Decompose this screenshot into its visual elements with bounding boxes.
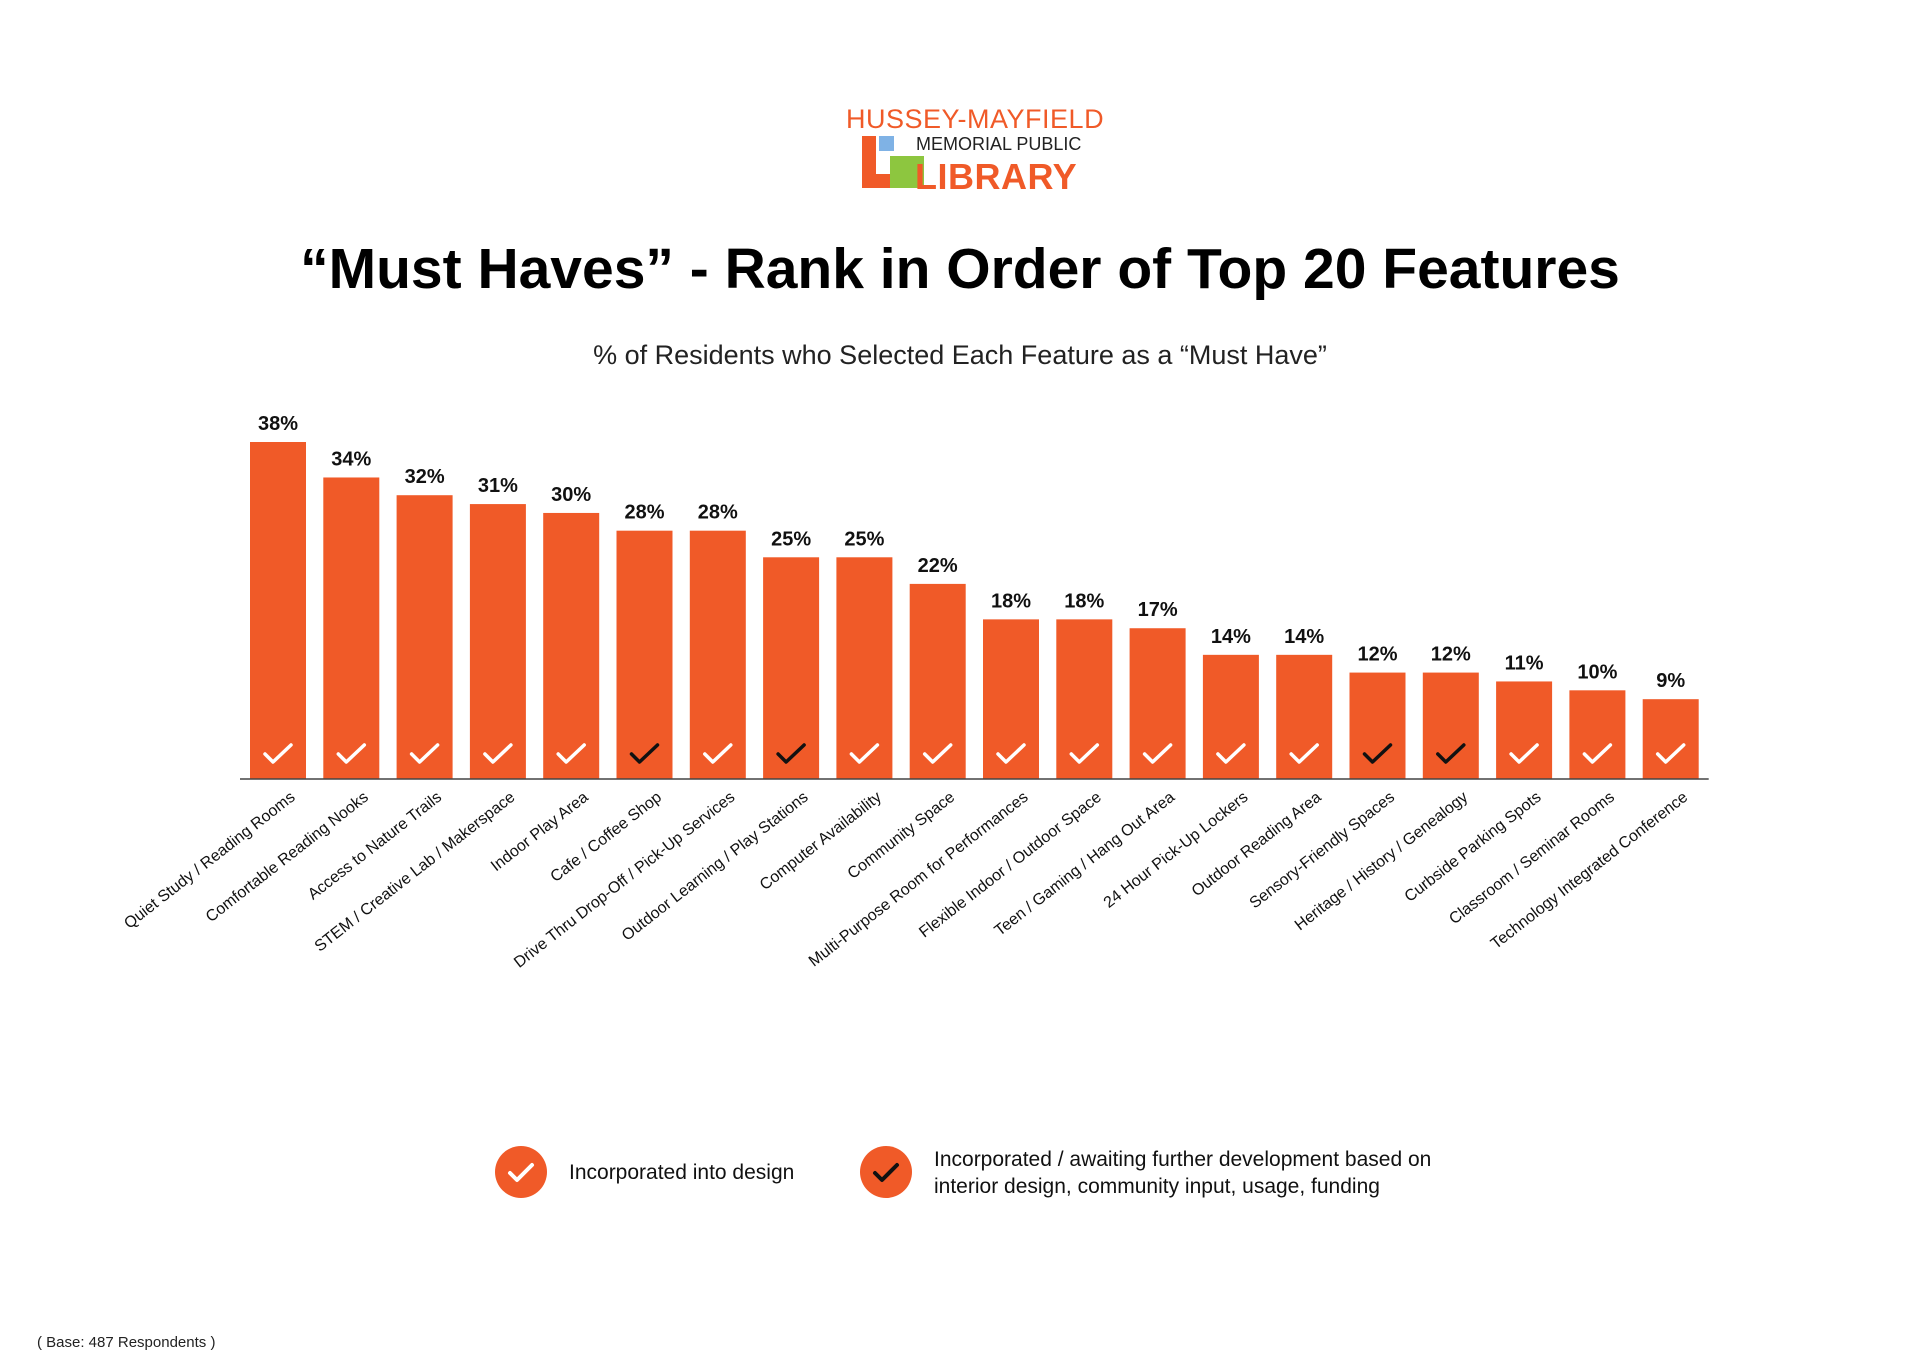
bar-5 xyxy=(543,512,600,779)
data-label-18: 11% xyxy=(1505,652,1544,674)
library-logo: HUSSEY-MAYFIELD MEMORIAL PUBLIC LIBRARY xyxy=(846,104,1104,197)
data-label-13: 17% xyxy=(1138,599,1178,621)
data-label-14: 14% xyxy=(1211,626,1251,648)
white-check-icon xyxy=(1142,743,1173,764)
white-check-icon xyxy=(922,743,953,764)
data-label-20: 9% xyxy=(1656,670,1685,692)
data-label-9: 25% xyxy=(844,528,884,550)
data-label-4: 31% xyxy=(478,475,518,497)
legend-label-incorporated: Incorporated into design xyxy=(569,1161,795,1184)
category-label-3: Access to Nature Trails xyxy=(305,789,445,904)
legend-item-incorporated: Incorporated into design xyxy=(495,1146,794,1198)
data-label-1: 38% xyxy=(258,413,298,435)
bar-3 xyxy=(396,495,453,779)
data-label-11: 18% xyxy=(991,590,1031,612)
white-check-icon xyxy=(849,743,880,764)
white-check-icon xyxy=(996,743,1026,764)
bar-15 xyxy=(1276,654,1333,779)
chart-title: “Must Haves” - Rank in Order of Top 20 F… xyxy=(300,237,1620,301)
logo-mark-blue-square xyxy=(879,136,894,151)
legend-label-awaiting-line-2: interior design, community input, usage,… xyxy=(934,1175,1380,1198)
category-label-14: 24 Hour Pick-Up Lockers xyxy=(1101,789,1252,912)
black-check-icon xyxy=(1362,743,1393,764)
white-check-icon xyxy=(483,743,513,764)
data-label-10: 22% xyxy=(918,555,958,577)
white-check-icon xyxy=(409,743,440,764)
black-check-icon xyxy=(1436,743,1466,764)
base-footnote: ( Base: 487 Respondents ) xyxy=(37,1334,216,1351)
category-label-15: Outdoor Reading Area xyxy=(1189,789,1325,900)
black-check-icon xyxy=(776,743,806,764)
logo-line-2: MEMORIAL PUBLIC xyxy=(916,134,1082,154)
black-check-icon xyxy=(629,743,660,764)
bar-4 xyxy=(469,504,526,779)
white-check-icon xyxy=(1069,743,1100,764)
logo-mark-green-square xyxy=(890,156,924,188)
white-check-icon xyxy=(1289,743,1319,764)
white-check-icon xyxy=(556,743,586,764)
legend-label-awaiting-line-1: Incorporated / awaiting further developm… xyxy=(934,1148,1432,1171)
logo-line-3: LIBRARY xyxy=(915,156,1078,197)
bar-10 xyxy=(909,583,966,779)
data-label-16: 12% xyxy=(1357,644,1397,666)
black-check-icon xyxy=(860,1146,912,1198)
bar-12 xyxy=(1056,619,1113,779)
bar-13 xyxy=(1129,628,1186,779)
white-check-icon xyxy=(336,743,367,764)
legend-label-awaiting: Incorporated / awaiting further developm… xyxy=(934,1146,1431,1200)
logo-line-1: HUSSEY-MAYFIELD xyxy=(846,104,1105,134)
logo-mark-orange-base xyxy=(876,174,890,188)
bar-19 xyxy=(1569,690,1626,779)
data-label-8: 25% xyxy=(771,528,811,550)
chart-subtitle: % of Residents who Selected Each Feature… xyxy=(593,340,1327,370)
white-check-icon xyxy=(1582,743,1613,764)
data-label-12: 18% xyxy=(1064,590,1104,612)
white-check-icon xyxy=(263,743,293,764)
bar-17 xyxy=(1422,672,1479,779)
category-label-18: Curbside Parking Spots xyxy=(1402,789,1545,906)
bar-8 xyxy=(763,557,820,779)
data-label-2: 34% xyxy=(331,448,371,470)
bar-1 xyxy=(250,442,306,779)
data-label-7: 28% xyxy=(698,502,738,524)
data-label-5: 30% xyxy=(551,484,591,506)
bar-18 xyxy=(1496,681,1553,779)
data-label-6: 28% xyxy=(624,502,664,524)
bar-9 xyxy=(836,557,893,779)
white-check-icon xyxy=(1216,743,1246,764)
category-label-9: Computer Availability xyxy=(757,789,885,894)
data-label-19: 10% xyxy=(1577,661,1617,683)
data-label-17: 12% xyxy=(1431,644,1471,666)
bar-chart: 38%Quiet Study / Reading Rooms34%Comfort… xyxy=(121,413,1709,971)
bar-2 xyxy=(323,477,380,779)
white-check-icon xyxy=(495,1146,547,1198)
white-check-icon xyxy=(1655,743,1686,764)
bar-7 xyxy=(689,530,746,779)
data-label-3: 32% xyxy=(405,466,445,488)
white-check-icon xyxy=(703,743,733,764)
logo-mark-icon xyxy=(862,136,924,188)
bar-6 xyxy=(616,530,673,779)
bar-20 xyxy=(1642,699,1699,779)
logo-mark-orange-bar xyxy=(862,136,876,188)
bar-16 xyxy=(1349,672,1406,779)
white-check-icon xyxy=(1509,743,1539,764)
bar-14 xyxy=(1202,654,1259,779)
legend-item-awaiting: Incorporated / awaiting further developm… xyxy=(860,1146,1431,1200)
category-label-16: Sensory-Friendly Spaces xyxy=(1247,789,1398,912)
data-label-15: 14% xyxy=(1284,626,1324,648)
bar-11 xyxy=(983,619,1039,779)
